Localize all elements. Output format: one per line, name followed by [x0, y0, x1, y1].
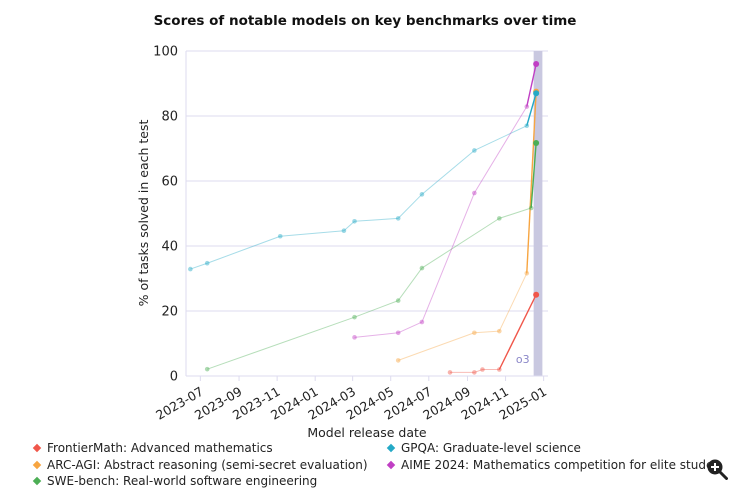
data-point	[352, 219, 357, 224]
series-gpqa	[188, 90, 540, 272]
series-segment	[474, 125, 527, 151]
diamond-icon	[32, 460, 42, 470]
o3-label: o3	[516, 353, 530, 366]
data-point	[447, 370, 453, 375]
y-tick-label: 100	[153, 45, 178, 60]
y-tick-label: 60	[161, 175, 178, 190]
legend-label: FrontierMath: Advanced mathematics	[47, 441, 273, 455]
data-point	[419, 192, 425, 197]
series-segment	[526, 93, 537, 126]
series-segment	[354, 300, 399, 318]
series-segment	[397, 267, 423, 301]
y-tick-label: 0	[170, 370, 178, 385]
series-segment	[190, 262, 208, 270]
data-point	[497, 328, 502, 334]
series-segment	[421, 150, 475, 195]
legend-label: SWE-bench: Real-world software engineeri…	[47, 474, 318, 488]
series-aime-2024	[352, 61, 540, 340]
data-point	[395, 358, 401, 363]
data-point	[497, 367, 502, 372]
y-tick-label: 80	[161, 110, 178, 125]
legend-label: ARC-AGI: Abstract reasoning (semi-secret…	[47, 458, 368, 472]
data-point	[528, 205, 534, 211]
data-point	[533, 291, 540, 298]
series-segment	[474, 330, 500, 334]
data-point	[524, 271, 530, 276]
data-point	[395, 330, 401, 336]
series-segment	[354, 332, 399, 338]
series-frontiermath	[447, 291, 540, 375]
series-segment	[343, 220, 355, 232]
series-segment	[280, 230, 344, 237]
data-point	[472, 370, 477, 375]
data-point	[497, 216, 502, 221]
data-point	[341, 228, 347, 234]
series-segment	[473, 106, 528, 194]
data-point	[480, 367, 485, 372]
series-segment	[207, 316, 355, 370]
series-segment	[530, 142, 537, 209]
series-segment	[207, 235, 281, 264]
series-segment	[526, 91, 537, 274]
data-point	[395, 216, 401, 221]
data-point	[419, 319, 425, 325]
legend-label: AIME 2024: Mathematics competition for e…	[401, 458, 714, 472]
o3-highlight-band	[533, 51, 543, 376]
y-tick-label: 40	[161, 240, 178, 255]
data-point	[472, 148, 477, 153]
series-segment	[398, 321, 423, 334]
data-point	[419, 265, 425, 271]
series-segment	[397, 193, 423, 219]
data-point	[533, 90, 540, 97]
x-axis-label: Model release date	[307, 425, 427, 440]
series-segment	[499, 207, 532, 219]
legend-label: GPQA: Graduate-level science	[401, 441, 581, 455]
diamond-icon	[32, 443, 42, 453]
data-point	[204, 366, 210, 372]
data-point	[524, 123, 530, 129]
series-segment	[498, 273, 528, 332]
data-point	[524, 104, 530, 109]
legend-item-gpqa[interactable]: GPQA: Graduate-level science	[386, 441, 581, 455]
data-point	[472, 190, 477, 196]
series-segment	[421, 192, 475, 323]
data-point	[352, 314, 357, 320]
series-segment	[526, 63, 537, 107]
data-point	[533, 61, 540, 67]
series-segment	[474, 369, 483, 373]
series-swe-bench	[204, 139, 540, 372]
series-segment	[354, 217, 399, 222]
zoom-in-icon[interactable]	[706, 458, 728, 480]
diamond-icon	[32, 476, 42, 486]
y-axis-label: % of tasks solved in each test	[136, 120, 151, 307]
diamond-icon	[386, 460, 396, 470]
data-point	[204, 260, 210, 266]
series-segment	[421, 217, 500, 269]
series-segment	[498, 294, 537, 370]
legend-item-arc-agi[interactable]: ARC-AGI: Abstract reasoning (semi-secret…	[32, 458, 368, 472]
legend-item-aime[interactable]: AIME 2024: Mathematics competition for e…	[386, 458, 714, 472]
legend-item-frontiermath[interactable]: FrontierMath: Advanced mathematics	[32, 441, 273, 455]
legend-item-swe-bench[interactable]: SWE-bench: Real-world software engineeri…	[32, 474, 318, 488]
data-point	[188, 266, 193, 272]
data-point	[277, 233, 283, 239]
data-point	[533, 139, 540, 146]
diamond-icon	[386, 443, 396, 453]
legend: FrontierMath: Advanced mathematics ARC-A…	[32, 441, 750, 495]
y-tick-label: 20	[161, 305, 178, 320]
series-segment	[398, 332, 475, 361]
data-point	[352, 335, 357, 340]
chart-title: Scores of notable models on key benchmar…	[154, 13, 577, 29]
data-point	[472, 330, 477, 336]
data-point	[395, 298, 401, 303]
